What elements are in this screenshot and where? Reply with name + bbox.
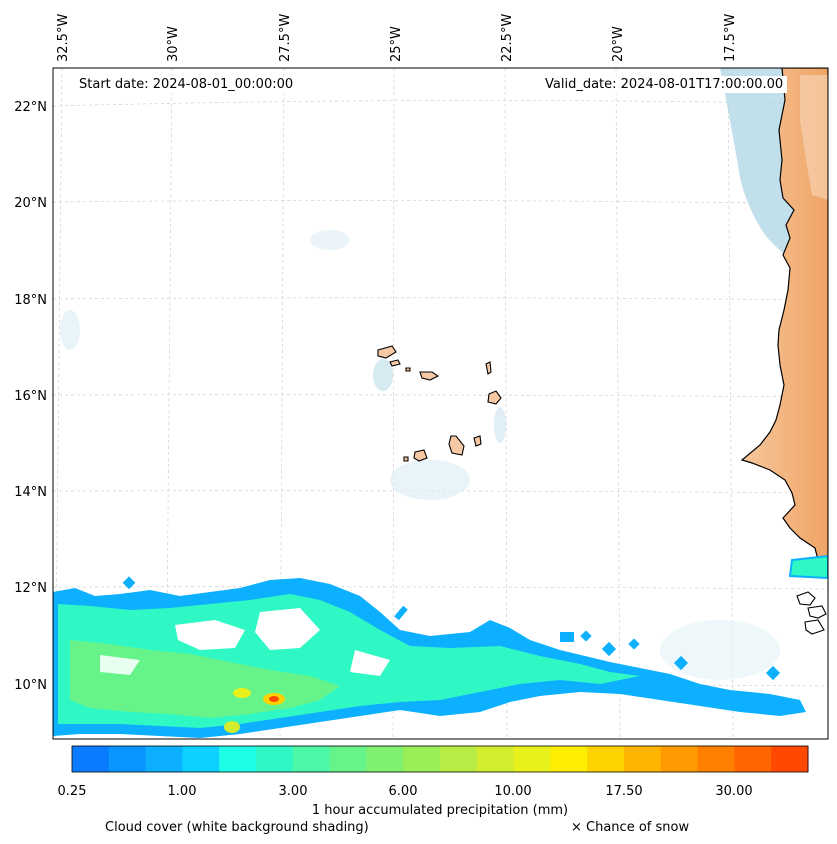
lat-label: 22°N: [14, 100, 47, 115]
colorbar-segment: [366, 746, 404, 772]
colorbar-segment: [587, 746, 625, 772]
colorbar-segment: [256, 746, 294, 772]
colorbar-frame: [71, 745, 809, 773]
colorbar-segment: [440, 746, 478, 772]
lat-label: 10°N: [14, 678, 47, 693]
colorbar-segment: [145, 746, 183, 772]
lon-label: 32.5°W: [56, 14, 71, 62]
lon-label: 27.5°W: [278, 14, 293, 62]
latitude-labels: 22°N 20°N 18°N 16°N 14°N 12°N 10°N: [14, 100, 47, 693]
colorbar-segment: [513, 746, 551, 772]
lat-label: 12°N: [14, 581, 47, 596]
colorbar-segment: [219, 746, 257, 772]
colorbar: [72, 746, 809, 772]
lon-label: 17.5°W: [723, 14, 738, 62]
colorbar-tick: 3.00: [279, 784, 308, 799]
africa-land: [740, 68, 828, 561]
colorbar-segment: [624, 746, 662, 772]
colorbar-segment: [72, 746, 110, 772]
map-frame: [52, 67, 829, 740]
lat-label: 14°N: [14, 485, 47, 500]
colorbar-segment: [771, 746, 809, 772]
colorbar-segment: [182, 746, 220, 772]
coast-islands-south: [796, 591, 827, 635]
cape-verde-islands: [377, 345, 502, 462]
cloud-cover-legend: Cloud cover (white background shading): [105, 820, 369, 835]
colorbar-tick-labels: 0.25 1.00 3.00 6.00 10.00 17.50 30.00: [58, 784, 753, 799]
colorbar-tick: 6.00: [389, 784, 418, 799]
lon-label: 25°W: [389, 26, 404, 62]
colorbar-segment: [403, 746, 441, 772]
colorbar-tick: 1.00: [168, 784, 197, 799]
snow-legend: × Chance of snow: [571, 820, 689, 835]
lon-label: 30°W: [166, 26, 181, 62]
colorbar-segment: [660, 746, 699, 772]
colorbar-label: 1 hour accumulated precipitation (mm): [312, 803, 568, 818]
colorbar-tick: 30.00: [715, 784, 752, 799]
start-date-label: Start date: 2024-08-01_00:00:00: [75, 76, 298, 93]
precipitation-field: [53, 554, 828, 738]
lon-label: 20°W: [611, 26, 626, 62]
colorbar-tick: 0.25: [58, 784, 87, 799]
colorbar-segment: [292, 746, 331, 772]
colorbar-segment: [550, 746, 588, 772]
land-lighter-band: [800, 75, 828, 200]
colorbar-segment: [697, 746, 735, 772]
lat-label: 16°N: [14, 389, 47, 404]
lat-label: 18°N: [14, 293, 47, 308]
colorbar-tick: 17.50: [605, 784, 642, 799]
lat-label: 20°N: [14, 196, 47, 211]
valid-date-label: Valid_date: 2024-08-01T17:00:00.00: [541, 76, 788, 93]
lon-label: 22.5°W: [500, 14, 515, 62]
colorbar-tick: 10.00: [494, 784, 531, 799]
colorbar-segment: [108, 746, 147, 772]
longitude-labels: 32.5°W 30°W 27.5°W 25°W 22.5°W 20°W 17.5…: [56, 14, 738, 62]
colorbar-segment: [734, 746, 772, 772]
colorbar-segment: [329, 746, 367, 772]
colorbar-segment: [476, 746, 515, 772]
